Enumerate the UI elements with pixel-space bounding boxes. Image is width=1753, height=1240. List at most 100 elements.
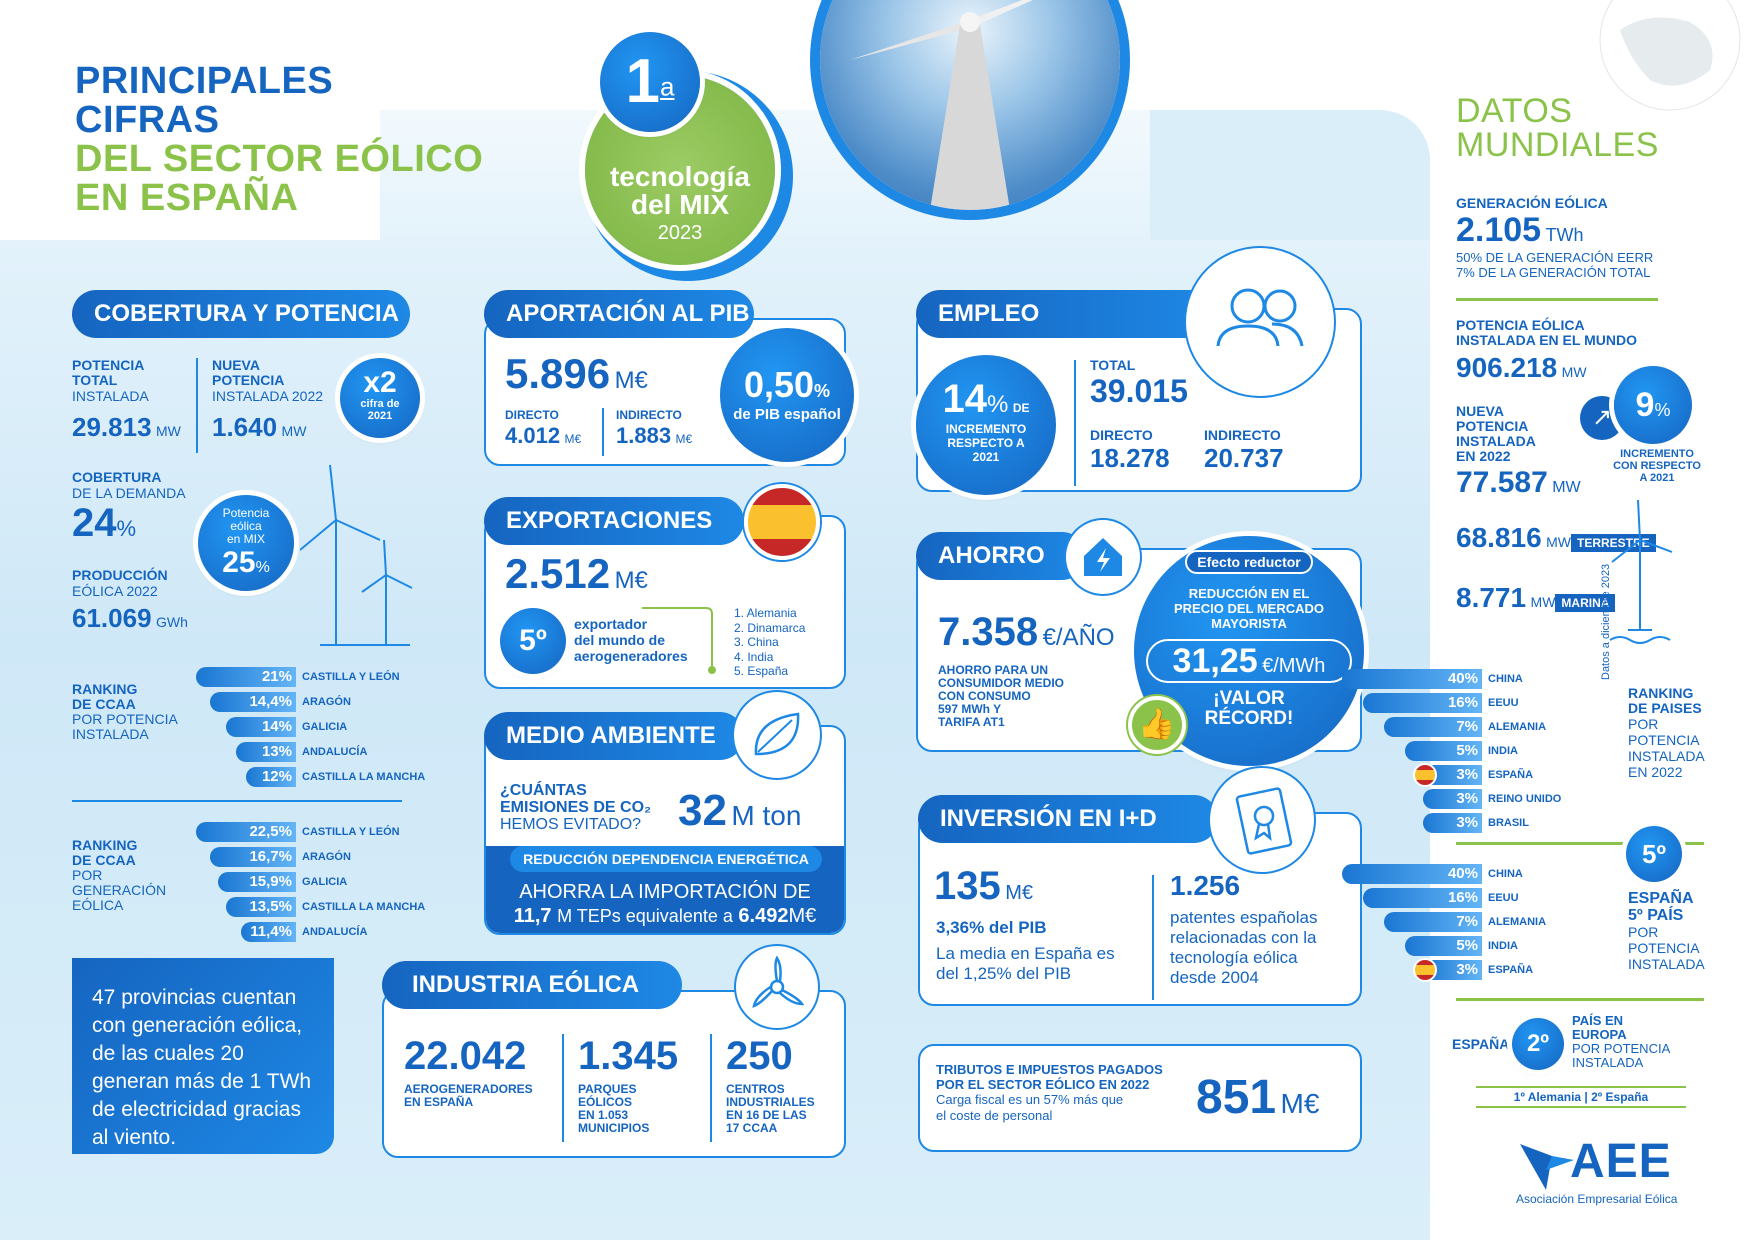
ranking-bar: 15,9% <box>218 872 296 892</box>
centros-stat: 250 CENTROS INDUSTRIALES EN 16 DE LAS 17 CCA… <box>726 1034 815 1135</box>
spain-flag-icon <box>1413 763 1437 787</box>
badge-line1: tecnología <box>609 161 750 192</box>
divider <box>710 1034 712 1142</box>
house-shape-icon <box>1084 538 1122 576</box>
ranking-bar-label: CASTILLA Y LEÓN <box>302 826 400 838</box>
espana-rank-label: ESPAÑA 5º PAÍS POR POTENCIA INSTALADA <box>1628 890 1705 972</box>
id-value: 135 M€ <box>934 864 1033 908</box>
ranking-bar: 22,5% <box>196 822 296 842</box>
europa-espana-label: ESPAÑA <box>1452 1036 1510 1052</box>
ranking-bar: 3% <box>1423 960 1482 980</box>
id-media: La media en España es del 1,25% del PIB <box>936 944 1115 983</box>
cobertura-demanda: COBERTURA DE LA DEMANDA 24% <box>72 469 186 546</box>
ranking-bar-label: CASTILLA LA MANCHA <box>302 771 426 783</box>
tributos-card <box>918 1044 1362 1152</box>
ranking-bar-label: ALEMANIA <box>1488 721 1547 733</box>
potencia-mundial: POTENCIA EÓLICA INSTALADA EN EL MUNDO 90… <box>1456 317 1637 384</box>
ranking-bar-label: INDIA <box>1488 745 1518 757</box>
ranking-bar-label: BRASIL <box>1488 817 1529 829</box>
ranking-bar: 3% <box>1423 813 1482 833</box>
export-country-item: 2. Dinamarca <box>734 620 806 635</box>
ranking-bar: 7% <box>1384 912 1482 932</box>
ranking-bar-label: ANDALUCÍA <box>302 926 368 938</box>
turbine-blades-icon <box>850 0 1033 210</box>
ranking-bar: 16% <box>1363 888 1482 908</box>
ranking-bar-label: REINO UNIDO <box>1488 793 1562 805</box>
people-shape-icon <box>1216 288 1304 347</box>
pib-pct-circle: 0,50% de PIB español <box>720 328 854 462</box>
co2-value: 32 M ton <box>678 786 802 835</box>
ranking-bar: 12% <box>246 767 296 787</box>
spain-flag-icon <box>744 484 820 560</box>
id-pct: 3,36% del PIB <box>936 918 1047 937</box>
divider <box>1074 360 1076 486</box>
ranking-bar: 40% <box>1342 669 1482 689</box>
leaf-icon <box>734 692 820 778</box>
parques-stat: 1.345 PARQUES EÓLICOS EN 1.053 MUNICIPIOS <box>578 1034 679 1135</box>
ranking-bar-label: ESPAÑA <box>1488 964 1534 976</box>
potencia-total: POTENCIA TOTAL INSTALADA 29.813 MW <box>72 357 181 443</box>
badge-year: 2023 <box>657 222 703 244</box>
export-country-item: 5. España <box>734 664 789 678</box>
certificate-icon <box>1210 768 1314 872</box>
ranking-bar-label: ARAGÓN <box>302 851 351 863</box>
espana-rank-circle: 5º <box>1626 826 1682 882</box>
badge-line2: del MIX <box>630 189 729 220</box>
empleo-indirecto: INDIRECTO 20.737 <box>1204 427 1284 474</box>
date-note: Datos a diciembre 2023 <box>1600 563 1612 680</box>
thumbs-up-icon: 👍 <box>1128 696 1186 754</box>
empleo-pill: EMPLEO <box>916 290 1216 338</box>
dependencia-pill: REDUCCIÓN DEPENDENCIA ENERGÉTICA <box>510 846 822 872</box>
badge-number-circle: 1a <box>600 32 700 132</box>
marina-stat: 8.771 MW MARINA <box>1456 582 1616 614</box>
ranking-bar-label: GALICIA <box>302 876 348 888</box>
ranking-bar: 7% <box>1384 717 1482 737</box>
globe-icon <box>1599 0 1741 111</box>
ranking-bar: 5% <box>1405 741 1482 761</box>
ranking-bar: 21% <box>196 667 296 687</box>
connector-line <box>642 607 716 674</box>
europa-footer: 1º Alemania | 2º España <box>1476 1086 1686 1108</box>
ranking-bar-label: CASTILLA LA MANCHA <box>302 901 426 913</box>
ranking-bar: 11,4% <box>241 922 296 942</box>
provincias-box: 47 provincias cuentan con generación eól… <box>72 958 334 1154</box>
ranking-bar-label: GALICIA <box>302 721 348 733</box>
ranking-bar: 16,7% <box>210 847 296 867</box>
rotor-icon <box>736 946 818 1028</box>
empleo-directo: DIRECTO 18.278 <box>1090 427 1170 474</box>
divider <box>1456 842 1704 845</box>
potencia-mix-circle: Potencia eólica en MIX 25% <box>198 495 294 591</box>
ranking-bar-label: ESPAÑA <box>1488 769 1534 781</box>
divider <box>1456 298 1658 301</box>
ranking-bar-label: CHINA <box>1488 673 1523 685</box>
incremento-label: INCREMENTO CON RESPECTO A 2021 <box>1613 448 1701 484</box>
empleo-total: TOTAL 39.015 <box>1090 357 1188 410</box>
ranking-bar: 14,4% <box>210 692 296 712</box>
tributos-value: 851 M€ <box>1196 1071 1320 1124</box>
ranking-paises-label: RANKING DE PAISES POR POTENCIA INSTALADA EN 2… <box>1628 685 1705 781</box>
aee-logo-mark-icon <box>1520 1144 1574 1190</box>
industria-pill: INDUSTRIA EÓLICA <box>382 961 682 1009</box>
ranking-bar: 3% <box>1423 765 1482 785</box>
aee-logo: AEE Asociación Empresarial Eólica <box>1516 1135 1678 1206</box>
tributos-text: TRIBUTOS E IMPUESTOS PAGADOS POR EL SECT… <box>936 1062 1163 1123</box>
sky-background-corner <box>1150 110 1430 240</box>
ahorro-desc: AHORRO PARA UN CONSUMIDOR MEDIO CON CONSUM… <box>938 663 1064 729</box>
pib-value: 5.896 M€ <box>505 350 648 397</box>
patentes-stat: 1.256 patentes españolas relacionadas con… <box>1170 870 1318 987</box>
pib-pill: APORTACIÓN AL PIB <box>484 290 754 338</box>
ahorro-pill: AHORRO <box>916 532 1086 580</box>
co2-question: ¿CUÁNTAS EMISIONES DE CO₂ HEMOS EVITADO? <box>500 782 652 833</box>
nueva-potencia: NUEVA POTENCIA INSTALADA 2022 1.640 MW <box>212 357 324 443</box>
ranking-bar: 16% <box>1363 693 1482 713</box>
divider <box>72 800 402 802</box>
ranking-bar-label: EEUU <box>1488 892 1519 904</box>
ranking-bar: 3% <box>1423 789 1482 809</box>
divider <box>196 358 198 453</box>
medio-ambiente-pill: MEDIO AMBIENTE <box>484 712 744 760</box>
empleo-pct-circle: 14% DE INCREMENTO RESPECTO A 2021 <box>916 355 1056 495</box>
incremento-circle: 9% <box>1614 366 1692 444</box>
export-country-list: 1. Alemania 2. Dinamarca 3. China 4. India 5… <box>734 606 805 679</box>
ranking-bar-label: ALEMANIA <box>1488 916 1547 928</box>
produccion-eolica: PRODUCCIÓN EÓLICA 2022 61.069 GWh <box>72 567 188 634</box>
